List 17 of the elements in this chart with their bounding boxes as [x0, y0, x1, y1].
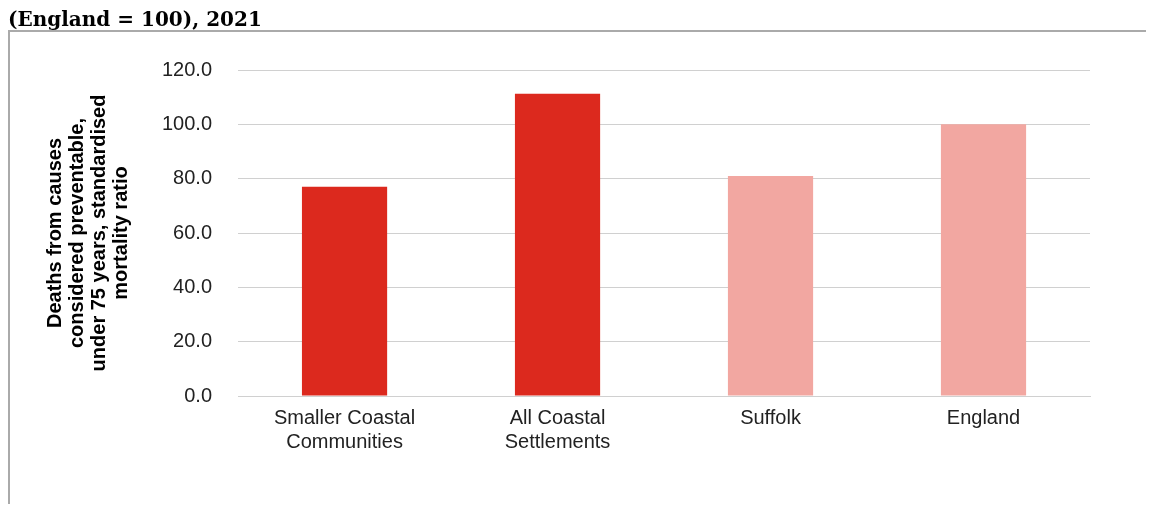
y-tick-label: 0.0 [184, 383, 213, 406]
y-tick-label: 100.0 [161, 111, 213, 134]
y-tick-label: 80.0 [173, 166, 213, 189]
y-tick-label: 40.0 [173, 274, 213, 297]
y-tick-label: 60.0 [173, 220, 213, 243]
bar [727, 175, 814, 396]
bar [301, 186, 388, 396]
x-tick-label: Suffolk [740, 405, 802, 428]
bar [940, 124, 1027, 396]
x-tick-label: Smaller Coastal Communities [273, 405, 416, 452]
y-tick-label: 20.0 [173, 329, 213, 352]
x-tick-label: England [946, 405, 1021, 428]
x-tick-label: All Coastal Settlements [504, 405, 611, 452]
y-tick-label: 120.0 [161, 57, 213, 80]
y-axis-title: Deaths from causes considered preventable, under 75 years, standardised mortality ratio [42, 94, 131, 372]
bar [514, 93, 601, 396]
chart-title: (England = 100), 2021 [8, 7, 263, 31]
